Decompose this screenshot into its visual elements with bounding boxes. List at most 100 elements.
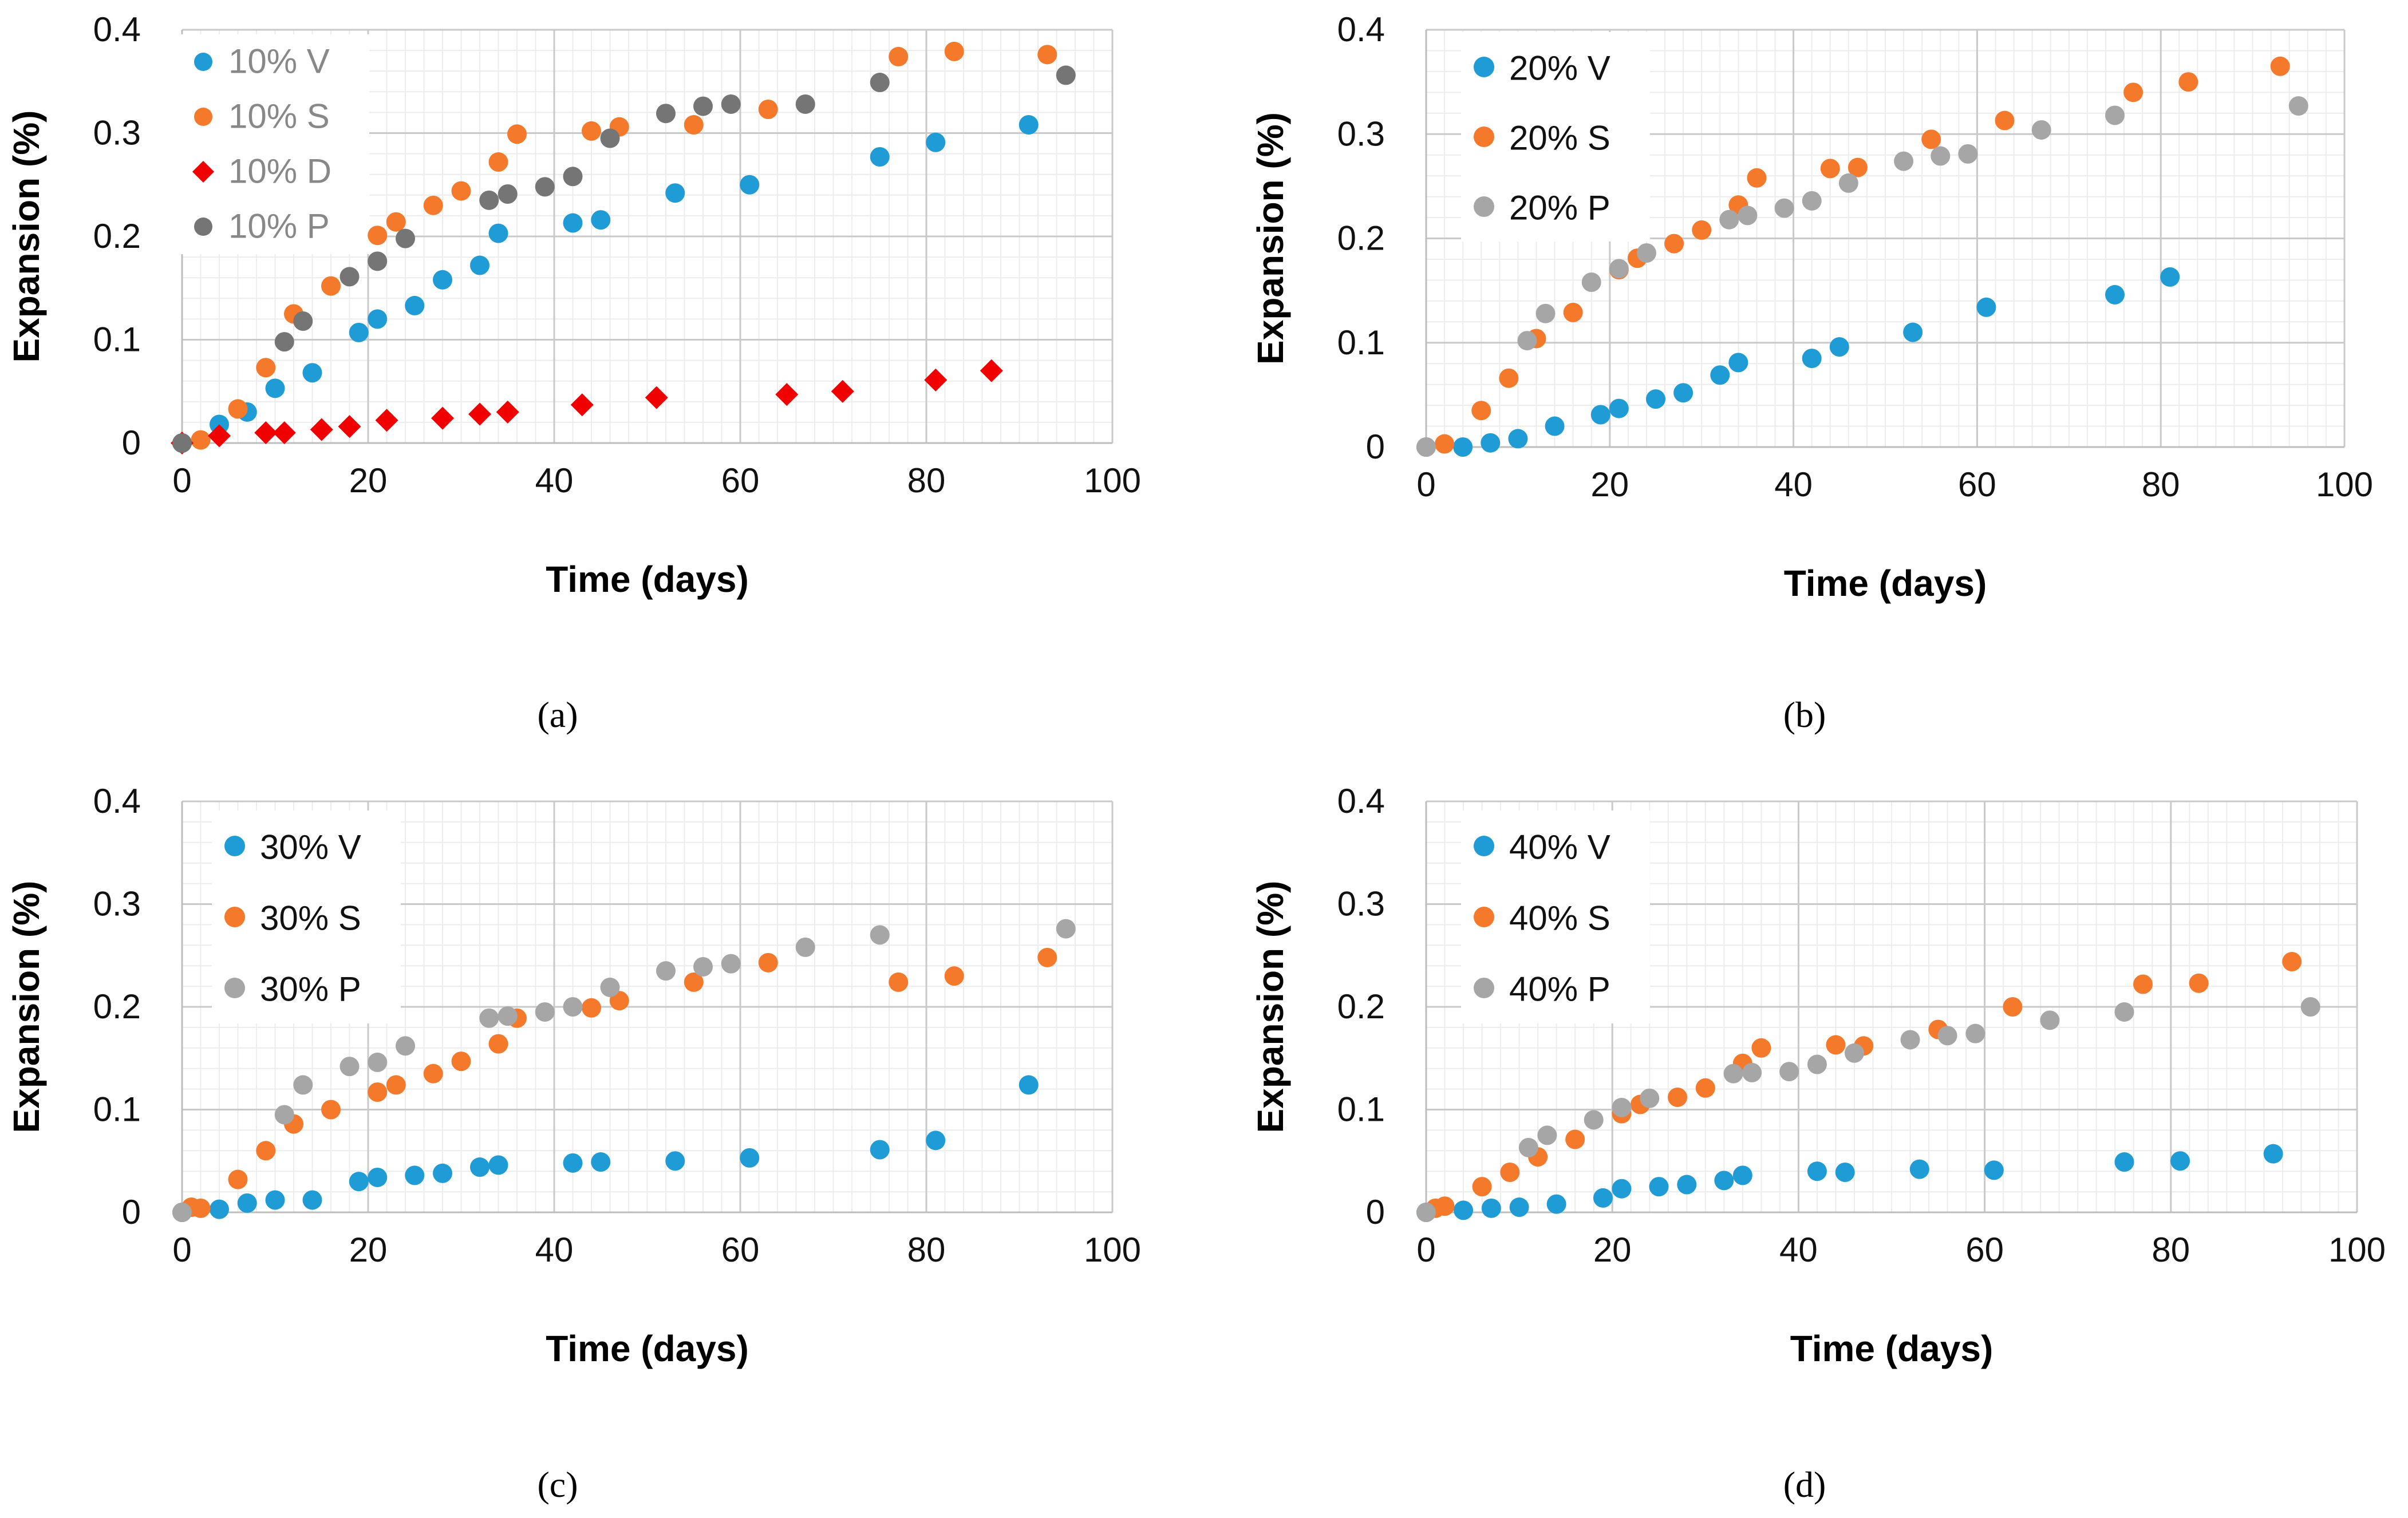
data-point xyxy=(1593,1188,1613,1208)
x-tick-label: 60 xyxy=(1965,1231,2004,1269)
legend-marker-20-v xyxy=(1474,57,1494,77)
y-tick-label: 0.4 xyxy=(93,782,141,820)
data-point xyxy=(274,1105,294,1125)
data-point xyxy=(507,124,527,144)
data-point xyxy=(758,952,778,973)
data-point xyxy=(368,1082,388,1102)
data-point xyxy=(1826,1035,1846,1055)
data-point xyxy=(1995,110,2015,131)
data-point xyxy=(2133,974,2153,994)
legend-marker-20-s xyxy=(1474,126,1494,147)
data-point xyxy=(210,1199,229,1219)
x-axis-title: Time (days) xyxy=(1784,563,1987,604)
data-point xyxy=(1471,401,1491,421)
legend-marker-30-p xyxy=(224,978,245,998)
data-point xyxy=(600,977,620,997)
data-point xyxy=(1481,1198,1501,1218)
data-point xyxy=(980,359,1003,382)
data-point xyxy=(1612,1097,1632,1117)
data-point xyxy=(1565,1129,1585,1149)
x-tick-label: 80 xyxy=(907,461,946,500)
data-point xyxy=(228,399,248,419)
data-point xyxy=(1937,1026,1957,1046)
data-point xyxy=(1965,1023,1985,1043)
data-point xyxy=(1835,1162,1855,1182)
data-point xyxy=(831,380,854,403)
data-point xyxy=(293,1075,313,1095)
data-point xyxy=(870,73,890,93)
legend-label: 10% D xyxy=(228,152,331,190)
data-point xyxy=(1673,383,1694,403)
y-tick-label: 0.1 xyxy=(93,321,141,359)
series-10-d xyxy=(171,359,1003,454)
x-tick-label: 0 xyxy=(172,461,191,500)
y-tick-label: 0 xyxy=(122,424,141,462)
data-point xyxy=(172,1203,192,1222)
data-point xyxy=(1416,1203,1436,1222)
legend-marker-10-s xyxy=(194,108,212,126)
data-point xyxy=(1640,1088,1660,1108)
data-point xyxy=(368,226,388,246)
legend-label: 10% S xyxy=(228,97,330,135)
data-point xyxy=(1019,115,1039,135)
x-tick-label: 20 xyxy=(349,461,388,500)
data-point xyxy=(1984,1160,2004,1180)
data-point xyxy=(582,998,601,1018)
y-axis-title: Expansion (%) xyxy=(6,110,47,363)
data-point xyxy=(321,276,341,296)
legend-marker-30-s xyxy=(224,907,245,927)
x-tick-label: 80 xyxy=(2142,465,2180,504)
data-point xyxy=(1677,1175,1697,1195)
data-point xyxy=(2040,1010,2060,1030)
data-point xyxy=(684,115,704,135)
panel-caption: (d) xyxy=(1783,1464,1826,1505)
legend-marker-30-v xyxy=(224,836,245,856)
x-tick-label: 0 xyxy=(172,1231,191,1269)
data-point xyxy=(1517,331,1537,351)
data-point xyxy=(1435,1196,1455,1216)
data-point xyxy=(1719,209,1739,230)
data-point xyxy=(758,99,778,119)
legend-label: 40% V xyxy=(1509,828,1610,866)
data-point xyxy=(1909,1159,1929,1179)
x-tick-label: 100 xyxy=(1084,1231,1141,1269)
data-point xyxy=(274,332,294,352)
data-point xyxy=(2178,72,2198,92)
data-point xyxy=(498,184,518,204)
data-point xyxy=(1732,1165,1752,1185)
data-point xyxy=(1649,1177,1669,1197)
x-tick-label: 80 xyxy=(907,1231,946,1269)
data-point xyxy=(1728,353,1748,373)
x-tick-label: 20 xyxy=(1590,465,1629,504)
data-point xyxy=(396,1036,415,1056)
data-point xyxy=(405,1165,425,1185)
x-tick-label: 0 xyxy=(1416,465,1435,504)
data-point xyxy=(1546,1194,1566,1214)
data-point xyxy=(2282,952,2302,972)
data-point xyxy=(570,393,594,417)
data-point xyxy=(2123,82,2143,102)
x-tick-label: 40 xyxy=(1779,1231,1818,1269)
legend-label: 30% S xyxy=(260,899,361,937)
data-point xyxy=(563,1153,583,1173)
data-point xyxy=(1723,1064,1743,1084)
data-point xyxy=(1900,1030,1920,1050)
y-tick-label: 0.3 xyxy=(1337,885,1385,923)
series-10-p xyxy=(172,65,1076,453)
data-point xyxy=(265,1190,285,1210)
y-axis-title: Expansion (%) xyxy=(1250,881,1291,1133)
data-point xyxy=(479,1008,499,1028)
data-point xyxy=(1903,322,1923,342)
data-point xyxy=(1646,389,1665,409)
data-point xyxy=(1742,1062,1762,1082)
data-point xyxy=(1931,146,1951,166)
data-point xyxy=(338,415,361,438)
y-tick-label: 0 xyxy=(1366,1193,1385,1231)
data-point xyxy=(1056,919,1076,939)
data-point xyxy=(665,1151,685,1171)
data-point xyxy=(349,1172,369,1192)
data-point xyxy=(656,961,676,981)
x-tick-label: 80 xyxy=(2152,1231,2190,1269)
data-point xyxy=(944,966,964,986)
